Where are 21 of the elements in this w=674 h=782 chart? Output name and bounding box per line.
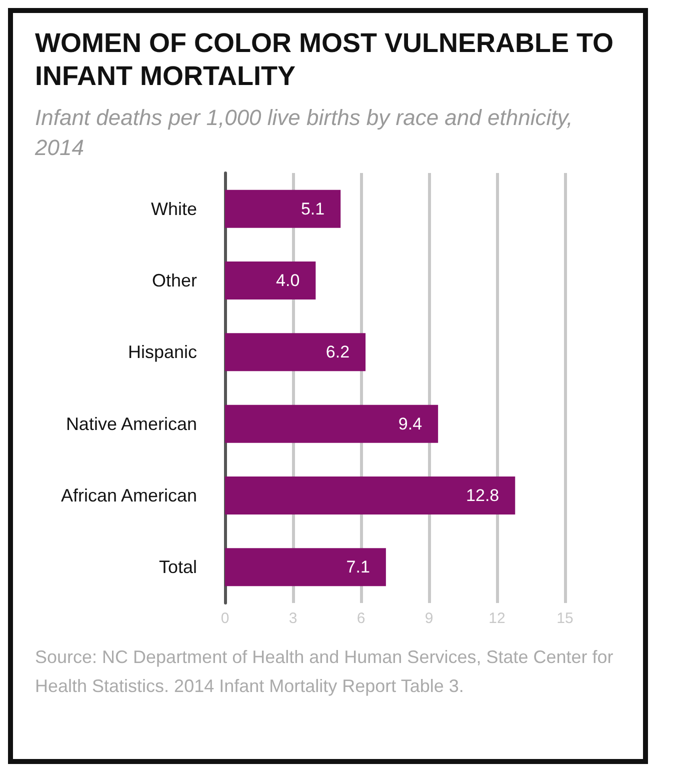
y-tick-label: Native American	[66, 414, 197, 434]
bar	[225, 404, 438, 443]
y-tick-label: Hispanic	[128, 342, 197, 362]
source-note: Source: NC Department of Health and Human Services, State Center for Health Statistics. 2014 Infant Mortality Report Table 3.	[35, 646, 614, 698]
y-tick-label: Total	[158, 557, 197, 578]
data-label: 9.4	[398, 414, 422, 434]
y-tick-label: Other	[152, 270, 197, 290]
bar	[225, 262, 316, 300]
chart-subtitle: Infant deaths per 1,000 live births by race and ethnicity, 2014	[35, 104, 574, 162]
data-label: 7.1	[346, 558, 370, 577]
y-tick-label: White	[150, 198, 197, 219]
bar	[225, 333, 366, 372]
data-label: 5.1	[300, 199, 325, 218]
y-tick-label: African American	[60, 486, 197, 506]
bar	[225, 548, 386, 586]
chart-title: WOMEN OF COLOR MOST VULNERABLE TO INFANT MORTALITY	[35, 27, 614, 93]
bar	[225, 476, 516, 514]
data-label: 6.2	[326, 342, 350, 362]
data-label: 12.8	[466, 486, 500, 505]
bar	[225, 190, 341, 228]
data-label: 4.0	[276, 271, 300, 290]
